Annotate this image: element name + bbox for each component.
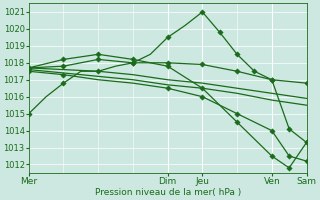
X-axis label: Pression niveau de la mer( hPa ): Pression niveau de la mer( hPa ) [94,188,241,197]
